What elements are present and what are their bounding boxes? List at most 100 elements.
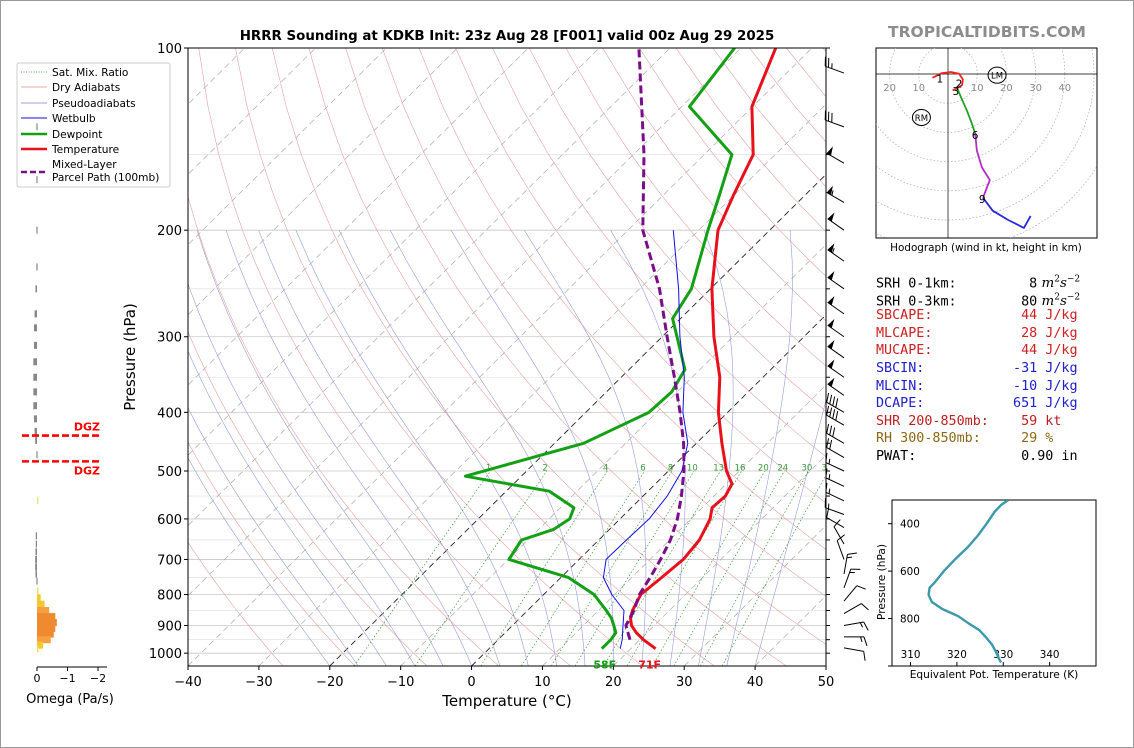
omega-bar [37,600,45,608]
barb-full [836,534,845,542]
wind-barb [827,243,845,262]
omega-bar [37,630,54,638]
barb-staff [826,192,845,203]
barb-flag [827,340,835,350]
param-row: PWAT: 0.90 in [876,448,1080,466]
mixing-ratio-label: 24 [777,464,788,474]
wind-barb [843,552,857,575]
barb-full [824,498,826,508]
wind-barb [827,319,845,338]
dry-adiabat [188,541,284,666]
x-tick-label: 50 [818,675,835,690]
param-unit: % [1037,431,1054,447]
mixing-ratio-line [354,470,491,666]
hodograph-frame [875,47,1098,239]
x-tick-label: 20 [605,675,622,690]
pseudoadiabat [295,230,529,666]
barb-full [832,427,836,437]
legend-pseudoadiabats: Pseudoadiabats [52,98,136,110]
omega-bar [36,176,38,184]
barb-flag [827,296,835,306]
mixing-ratio-line [414,470,548,666]
barb-full [847,552,857,555]
x-tick-label: 10 [534,675,551,690]
hodograph-trace [982,197,1032,229]
barb-full [825,453,828,463]
isotherm-line [188,48,387,246]
barb-staff [843,647,864,652]
pseudoadiabat [188,457,331,666]
isotherm-line [188,48,600,456]
mixing-ratio-line [480,470,608,666]
theta-e-line [927,500,1010,663]
omega-bar [34,310,37,318]
param-row: MLCIN: -10 J/kg [876,378,1080,396]
omega-bar [33,388,37,396]
param-row: SBCIN: -31 J/kg [876,360,1080,378]
wind-barb [824,56,845,74]
param-row: SHR 200-850mb: 59 kt [876,413,1080,431]
barb-full [829,407,833,418]
pseudoadiabat [225,230,472,666]
param-label: MLCIN: [876,378,925,394]
barb-staff [827,345,845,359]
barb-flag [826,185,833,195]
barb-half [859,622,864,628]
omega-tick-label: −1 [59,672,75,685]
hodograph-caption: Hodograph (wind in kt, height in km) [890,242,1082,254]
dry-adiabat [565,48,826,367]
barb-staff [833,526,845,545]
param-value: 28 [932,325,1038,341]
mixing-ratio-label: 4 [603,464,608,474]
barb-flag [827,359,835,369]
legend-dewpoint: Dewpoint [52,129,102,141]
omega-bar [34,427,37,435]
skewt-series [463,48,778,650]
omega-bar [37,641,44,649]
barb-flag [827,243,835,253]
barb-full [863,651,866,661]
omega-bar [36,577,38,585]
pseudoadiabat [524,230,647,666]
omega-bar [36,263,38,271]
mixing-ratio-label: 36 [821,464,832,474]
pseudoadiabat [338,230,557,666]
omega-bar [37,594,41,602]
omega-bar [33,415,37,423]
param-unit: J/kg [1037,378,1078,394]
barb-full [826,392,830,403]
barb-half [831,63,833,69]
mixing-ratio-label: 30 [801,464,812,474]
theta-e-x-tick-label: 320 [947,649,967,661]
barb-full [829,439,833,450]
hodograph-height-label: 2 [956,78,963,90]
pseudoadiabat [188,350,387,666]
isotherm-line [258,103,826,666]
param-value: 8 [956,276,1038,292]
hodograph-ring-label: 10 [971,83,984,94]
param-row: RH 300-850mb: 29 % [876,430,1080,448]
wind-barb [843,621,869,631]
y-tick-label: 800 [157,589,182,604]
barb-half [860,636,863,643]
theta-e-frame [891,499,1097,667]
omega-bar [35,532,37,540]
theta-e-y-tick-label: 600 [900,566,920,578]
isotherm-line [188,48,671,527]
mixing-ratio-line [721,474,826,666]
dry-adiabat [188,441,356,666]
wind-barb [833,519,845,545]
skewt-plot-frame [187,47,827,667]
barb-staff [843,603,862,614]
theta-e-x-tick-label: 310 [901,649,921,661]
barb-staff [826,152,845,164]
wind-barb [826,392,845,413]
storm-motion-marker [911,109,931,127]
param-value: -10 [924,378,1038,394]
wind-barb [825,482,845,502]
mixing-ratio-label: 20 [758,464,769,474]
pseudoadiabat [389,230,586,666]
pseudoadiabat [754,398,826,666]
